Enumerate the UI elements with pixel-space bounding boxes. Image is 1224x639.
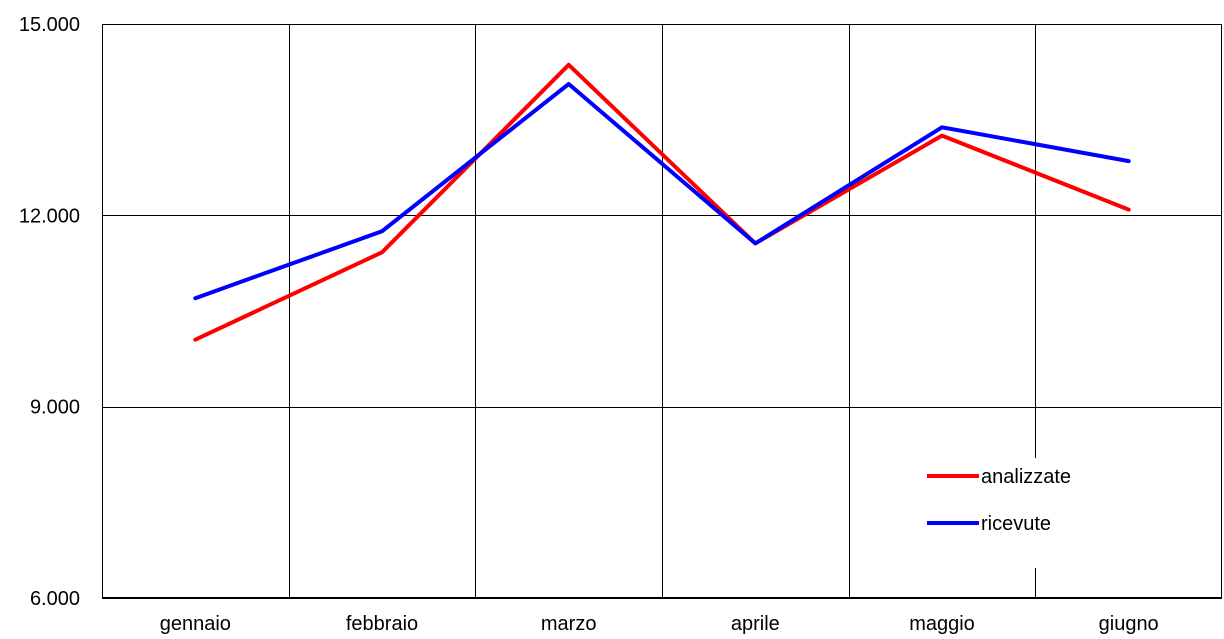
x-axis-ticks: gennaio febbraio marzo aprile maggio giugno bbox=[160, 613, 1159, 635]
x-tick-label: maggio bbox=[909, 613, 975, 635]
y-tick-label: 6.000 bbox=[30, 588, 80, 610]
x-tick-label: gennaio bbox=[160, 613, 231, 635]
x-tick-label: marzo bbox=[541, 613, 597, 635]
series-lines bbox=[193, 62, 1131, 342]
y-tick-label: 12.000 bbox=[19, 205, 80, 227]
x-tick-label: febbraio bbox=[346, 613, 418, 635]
x-tick-label: giugno bbox=[1099, 613, 1159, 635]
y-tick-label: 9.000 bbox=[30, 397, 80, 419]
legend-label-analizzate: analizzate bbox=[981, 466, 1071, 488]
legend: analizzate ricevute bbox=[917, 458, 1092, 568]
legend-label-ricevute: ricevute bbox=[981, 513, 1051, 535]
x-tick-label: aprile bbox=[731, 613, 780, 635]
series-line-analizzate bbox=[193, 62, 1131, 342]
series-line-ricevute bbox=[193, 82, 1131, 301]
y-tick-label: 15.000 bbox=[19, 14, 80, 36]
y-axis-ticks: 6.000 9.000 12.000 15.000 bbox=[19, 14, 80, 610]
